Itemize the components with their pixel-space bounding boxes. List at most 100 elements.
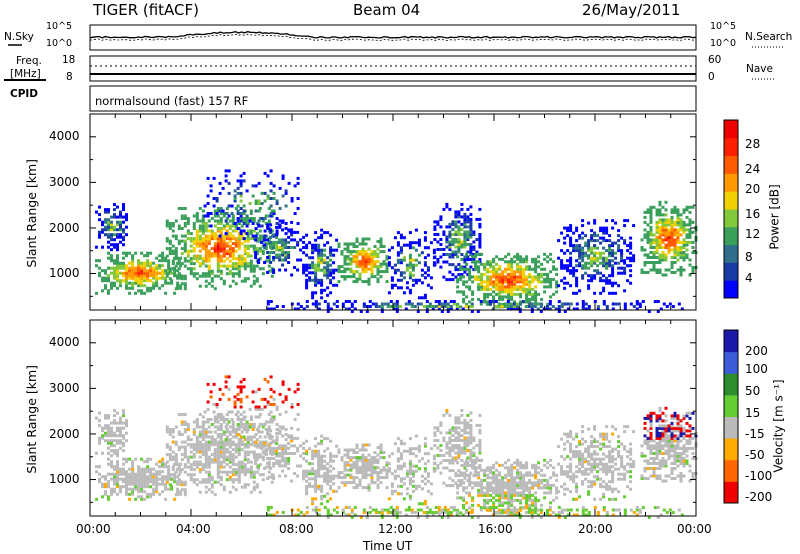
velocity-cell	[399, 452, 403, 456]
power-cell	[534, 275, 538, 279]
velocity-cell	[195, 448, 199, 452]
velocity-cell	[385, 461, 389, 465]
power-cell	[581, 251, 585, 255]
velocity-cell	[116, 441, 119, 445]
velocity-cell	[332, 467, 336, 471]
power-cell	[643, 271, 647, 274]
velocity-cell	[212, 410, 216, 414]
velocity-cell	[293, 472, 297, 475]
velocity-cell	[355, 483, 359, 487]
velocity-cell	[448, 441, 452, 445]
velocity-cell	[504, 493, 508, 497]
power-cell	[632, 256, 636, 260]
power-cell	[643, 220, 647, 224]
power-cell	[231, 254, 235, 258]
power-cell	[201, 274, 205, 278]
power-cell	[446, 302, 450, 306]
power-cell	[113, 271, 116, 275]
power-cell	[249, 264, 253, 268]
velocity-cell	[254, 457, 258, 460]
power-cell	[373, 265, 377, 269]
power-cell	[152, 266, 156, 270]
velocity-cell	[192, 480, 196, 484]
power-cell	[661, 220, 665, 224]
power-cell	[423, 271, 427, 275]
power-cell	[664, 235, 668, 239]
power-cell	[364, 237, 368, 241]
velocity-cell	[228, 450, 232, 454]
velocity-cell	[180, 468, 184, 472]
power-cell	[225, 264, 229, 268]
velocity-cell	[411, 479, 415, 483]
power-cell	[113, 215, 116, 219]
velocity-cell	[462, 473, 466, 477]
power-cell	[575, 249, 579, 253]
power-cell	[463, 265, 467, 269]
velocity-cell	[269, 449, 273, 453]
power-cell	[278, 246, 282, 249]
power-cell	[664, 273, 668, 277]
velocity-cell	[478, 423, 482, 427]
velocity-cell	[522, 466, 526, 470]
power-cell	[451, 233, 455, 236]
velocity-cell	[329, 474, 333, 478]
velocity-cell	[213, 450, 217, 454]
velocity-cell	[269, 457, 273, 460]
power-cell	[423, 236, 427, 240]
power-cell	[525, 287, 529, 291]
velocity-cell	[171, 473, 175, 477]
power-cell	[593, 256, 597, 260]
velocity-cell	[408, 479, 412, 483]
velocity-cell	[101, 429, 104, 433]
velocity-cell	[451, 446, 455, 450]
velocity-cell	[161, 475, 165, 479]
velocity-cell	[504, 483, 508, 487]
power-cell	[261, 272, 265, 276]
power-cell	[146, 254, 150, 258]
power-cell	[495, 285, 499, 289]
power-cell	[258, 267, 262, 271]
power-cell	[275, 305, 279, 308]
velocity-cell	[439, 471, 443, 475]
power-cell	[457, 225, 461, 229]
power-cell	[509, 307, 513, 311]
velocity-cell	[249, 490, 253, 494]
power-cell	[236, 212, 240, 215]
velocity-cell	[462, 481, 466, 485]
velocity-cell	[236, 425, 240, 429]
power-cell	[180, 252, 184, 256]
velocity-cell	[137, 495, 141, 499]
velocity-cell	[125, 490, 128, 494]
velocity-cell	[125, 485, 128, 489]
velocity-cell	[293, 436, 297, 440]
power-cell	[464, 305, 468, 308]
velocity-cell	[195, 418, 199, 421]
power-cell	[668, 302, 672, 306]
velocity-cell	[513, 486, 517, 490]
xtick-label-0: 00:00	[76, 522, 111, 536]
velocity-cell	[174, 470, 178, 474]
velocity-cell	[174, 425, 178, 429]
power-cell	[174, 257, 178, 261]
velocity-cell	[469, 436, 473, 440]
power-cell	[207, 254, 211, 258]
velocity-cell	[332, 482, 336, 486]
power-cell	[679, 228, 683, 232]
power-cell	[323, 261, 327, 265]
power-cell	[442, 253, 446, 256]
velocity-cell	[173, 477, 177, 481]
power-cell	[652, 246, 656, 249]
power-cell	[519, 255, 523, 259]
power-cell	[183, 234, 187, 238]
velocity-cell	[195, 438, 199, 442]
velocity-cell	[343, 476, 347, 480]
power-cell	[472, 245, 476, 249]
power-cell	[243, 279, 247, 283]
power-cell	[246, 229, 250, 233]
power-cell	[349, 275, 353, 279]
velocity-cell	[486, 473, 490, 477]
power-cell	[477, 265, 481, 269]
power-cell	[390, 286, 394, 290]
velocity-cell	[149, 477, 153, 481]
power-cell	[457, 240, 461, 244]
